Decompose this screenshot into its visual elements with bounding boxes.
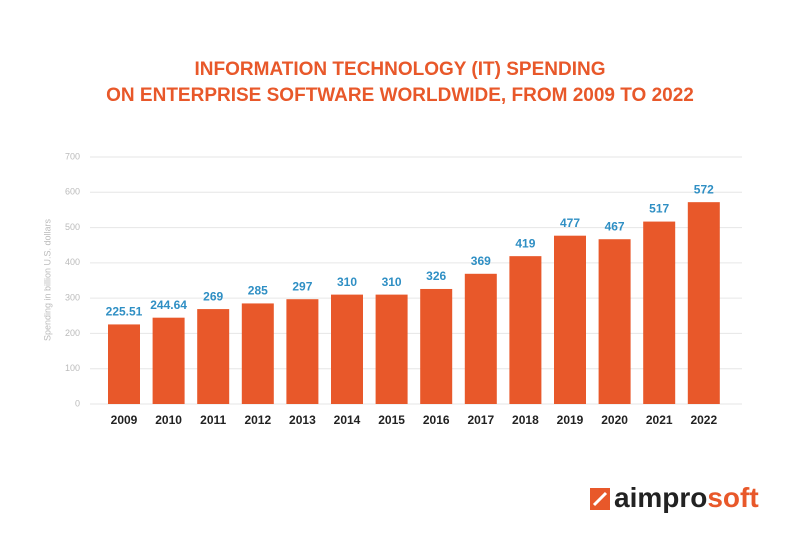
value-label: 310	[337, 275, 357, 289]
x-tick-label: 2017	[467, 413, 494, 427]
x-tick-label: 2021	[646, 413, 673, 427]
value-label: 297	[292, 279, 312, 293]
value-label: 517	[649, 202, 669, 216]
value-label: 269	[203, 289, 223, 303]
bar	[464, 273, 497, 404]
x-tick-label: 2022	[690, 413, 717, 427]
y-tick-label: 400	[65, 257, 80, 267]
value-label: 225.51	[106, 305, 143, 319]
x-tick-label: 2019	[557, 413, 584, 427]
logo-icon-mark	[592, 491, 608, 507]
bar	[286, 299, 319, 404]
x-tick-label: 2018	[512, 413, 539, 427]
y-tick-label: 200	[65, 328, 80, 338]
value-label: 244.64	[150, 298, 187, 312]
x-tick-label: 2014	[334, 413, 361, 427]
logo-accent: soft	[707, 482, 758, 513]
bar	[420, 288, 453, 404]
logo-dark: aimpro	[614, 482, 707, 513]
x-tick-label: 2016	[423, 413, 450, 427]
y-tick-label: 100	[65, 363, 80, 373]
x-tick-label: 2013	[289, 413, 316, 427]
logo: aimprosoft	[590, 482, 759, 513]
value-label: 572	[694, 182, 714, 196]
chart-title: ON ENTERPRISE SOFTWARE WORLDWIDE, FROM 2…	[106, 85, 694, 106]
value-label: 477	[560, 216, 580, 230]
value-label: 285	[248, 284, 268, 298]
bar	[108, 324, 140, 404]
value-label: 467	[605, 219, 625, 233]
value-label: 310	[382, 275, 402, 289]
y-tick-label: 700	[65, 151, 80, 161]
y-tick-label: 300	[65, 293, 80, 303]
x-tick-label: 2020	[601, 413, 628, 427]
bar	[375, 294, 408, 404]
x-tick-label: 2012	[244, 413, 271, 427]
bar	[197, 309, 230, 404]
chart-title: INFORMATION TECHNOLOGY (IT) SPENDING	[195, 59, 606, 80]
x-tick-label: 2009	[111, 413, 138, 427]
value-label: 419	[515, 236, 535, 250]
y-tick-label: 500	[65, 222, 80, 232]
bar	[509, 256, 542, 404]
bar	[554, 235, 586, 404]
value-label: 369	[471, 254, 491, 268]
bar	[687, 202, 720, 404]
bar	[598, 239, 631, 404]
logo-text: aimprosoft	[614, 482, 759, 513]
x-tick-label: 2011	[200, 413, 226, 427]
y-tick-label: 600	[65, 187, 80, 197]
x-tick-label: 2015	[378, 413, 405, 427]
bar	[331, 294, 363, 404]
bar	[241, 303, 274, 404]
bar	[152, 317, 185, 404]
y-axis-label: Spending in billion U.S. dollars	[42, 218, 52, 341]
bar	[643, 221, 676, 404]
y-tick-label: 0	[75, 398, 80, 408]
x-tick-label: 2010	[155, 413, 182, 427]
value-label: 326	[426, 269, 446, 283]
